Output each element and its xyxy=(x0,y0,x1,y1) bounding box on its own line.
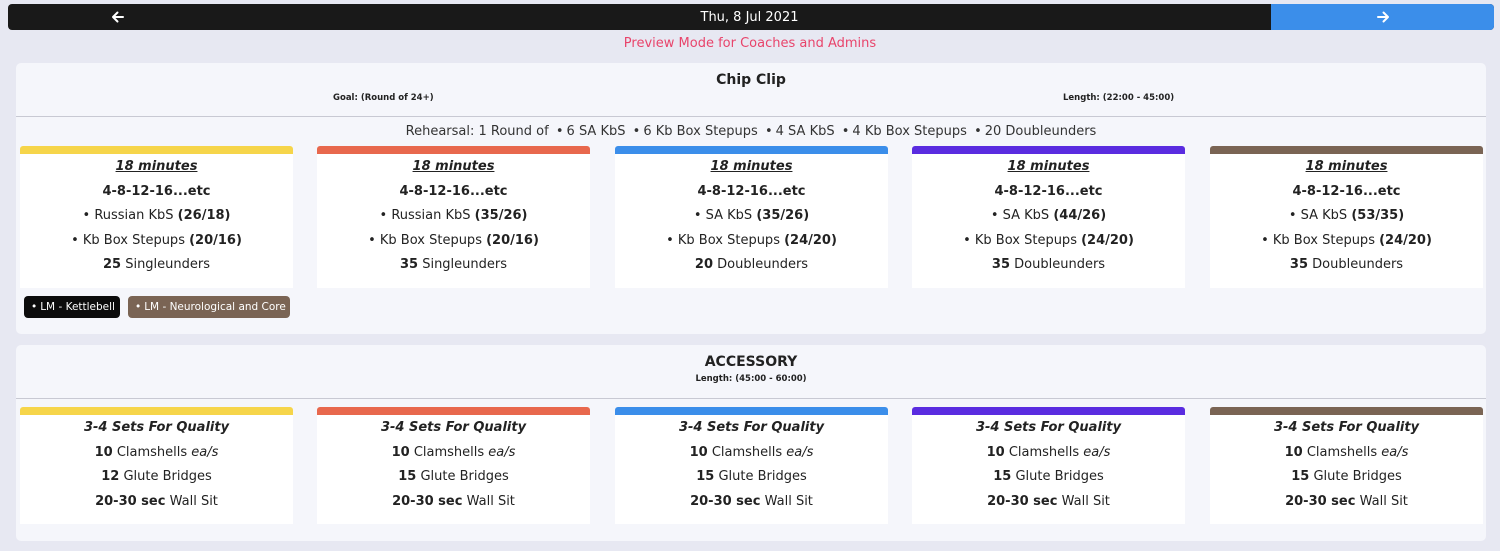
card-movement-1: • SA KbS (53/35) xyxy=(1288,208,1405,223)
card-movement-1: 10 Clamshells ea/s xyxy=(94,444,219,460)
workout-card-level-5: 18 minutes 4-8-12-16...etc • SA KbS (53/… xyxy=(1210,146,1483,288)
section-divider xyxy=(16,398,1486,399)
card-title: 3-4 Sets For Quality xyxy=(678,420,825,435)
card-scheme: 4-8-12-16...etc xyxy=(994,183,1103,199)
card-movement-2: 15 Glute Bridges xyxy=(398,469,509,484)
bullet: • xyxy=(764,124,773,139)
card-movement-1: 10 Clamshells ea/s xyxy=(689,444,814,460)
bullet: • xyxy=(974,124,982,139)
rehearsal-movement: SA KbS xyxy=(788,124,835,139)
card-movement-2: • Kb Box Stepups (24/20) xyxy=(963,232,1134,248)
card-title: 3-4 Sets For Quality xyxy=(975,420,1122,435)
card-movement-3: 35 Doubleunders xyxy=(991,257,1106,272)
rehearsal-line: Rehearsal: 1 Round of • 6 SA KbS • 6 Kb Bo… xyxy=(16,124,1486,139)
card-title: 3-4 Sets For Quality xyxy=(1273,420,1420,435)
section-title: ACCESSORY xyxy=(704,354,798,370)
card-movement-3: 20-30 sec Wall Sit xyxy=(690,493,813,509)
card-movement-1: • Russian KbS (35/26) xyxy=(379,208,528,223)
card-scheme: 4-8-12-16...etc xyxy=(399,183,508,199)
previous-day-button[interactable] xyxy=(8,4,228,30)
workout-card-level-4: 18 minutes 4-8-12-16...etc • SA KbS (44/… xyxy=(912,146,1185,288)
tag-lm-neurological-core[interactable]: • LM - Neurological and Core xyxy=(128,296,290,318)
accessory-card-level-4: 3-4 Sets For Quality 10 Clamshells ea/s … xyxy=(912,407,1185,524)
card-scheme: 4-8-12-16...etc xyxy=(102,183,211,199)
workout-card-level-3: 18 minutes 4-8-12-16...etc • SA KbS (35/… xyxy=(615,146,888,288)
arrow-left-icon xyxy=(111,10,125,24)
accessory-card-level-1: 3-4 Sets For Quality 10 Clamshells ea/s … xyxy=(20,407,293,524)
rehearsal-movement: SA KbS xyxy=(578,124,626,139)
workout-card-level-2: 18 minutes 4-8-12-16...etc • Russian KbS… xyxy=(317,146,590,288)
card-movement-1: • SA KbS (35/26) xyxy=(693,208,810,223)
accessory-card-level-3: 3-4 Sets For Quality 10 Clamshells ea/s … xyxy=(615,407,888,524)
rehearsal-reps: 4 xyxy=(775,124,784,139)
card-scheme: 4-8-12-16...etc xyxy=(1292,183,1401,199)
rehearsal-reps: 4 xyxy=(852,124,861,139)
card-movement-3: 20-30 sec Wall Sit xyxy=(392,493,515,509)
card-duration: 18 minutes xyxy=(1007,159,1090,174)
card-title: 3-4 Sets For Quality xyxy=(380,420,527,435)
card-movement-3: 20-30 sec Wall Sit xyxy=(1285,493,1408,509)
card-movement-3: 20 Doubleunders xyxy=(694,257,809,272)
section-goal: Goal: (Round of 24+) xyxy=(333,93,434,103)
rehearsal-movement: Doubleunders xyxy=(1005,124,1097,139)
bullet: • xyxy=(555,124,564,139)
card-movement-2: 15 Glute Bridges xyxy=(993,469,1104,484)
card-movement-3: 25 Singleunders xyxy=(102,257,211,272)
tag-label: LM - Neurological and Core xyxy=(144,301,286,313)
card-movement-3: 35 Doubleunders xyxy=(1289,257,1404,272)
card-duration: 18 minutes xyxy=(1305,159,1388,174)
section-length: Length: (45:00 - 60:00) xyxy=(695,374,807,384)
card-title: 3-4 Sets For Quality xyxy=(83,420,230,435)
accessory-card-level-2: 3-4 Sets For Quality 10 Clamshells ea/s … xyxy=(317,407,590,524)
rehearsal-movement: Kb Box Stepups xyxy=(864,124,967,139)
card-movement-1: 10 Clamshells ea/s xyxy=(1284,444,1409,460)
accessory-card-level-5: 3-4 Sets For Quality 10 Clamshells ea/s … xyxy=(1210,407,1483,524)
card-movement-2: 12 Glute Bridges xyxy=(101,469,212,484)
workout-section-accessory: ACCESSORY Length: (45:00 - 60:00) 3-4 Se… xyxy=(16,345,1486,541)
card-duration: 18 minutes xyxy=(412,159,495,174)
preview-mode-notice: Preview Mode for Coaches and Admins xyxy=(623,36,877,51)
workout-section-chip-clip: Chip Clip Goal: (Round of 24+) Length: (… xyxy=(16,63,1486,334)
card-duration: 18 minutes xyxy=(710,159,793,174)
section-title: Chip Clip xyxy=(716,72,786,88)
workout-card-level-1: 18 minutes 4-8-12-16...etc • Russian KbS… xyxy=(20,146,293,288)
section-length: Length: (22:00 - 45:00) xyxy=(1063,93,1175,103)
card-scheme: 4-8-12-16...etc xyxy=(697,183,806,199)
card-movement-1: • Russian KbS (26/18) xyxy=(82,208,231,223)
card-movement-1: 10 Clamshells ea/s xyxy=(391,444,516,460)
card-movement-3: 35 Singleunders xyxy=(399,257,508,272)
tag-label: LM - Kettlebell xyxy=(40,301,115,313)
rehearsal-reps: 20 xyxy=(984,124,1002,139)
rehearsal-reps: 6 xyxy=(643,124,652,139)
current-date: Thu, 8 Jul 2021 xyxy=(700,9,799,25)
card-movement-2: • Kb Box Stepups (24/20) xyxy=(1261,232,1432,248)
card-movement-2: • Kb Box Stepups (20/16) xyxy=(71,232,242,248)
rehearsal-reps: 6 xyxy=(566,124,575,139)
card-movement-2: • Kb Box Stepups (20/16) xyxy=(368,232,539,248)
card-movement-3: 20-30 sec Wall Sit xyxy=(987,493,1110,509)
card-movement-3: 20-30 sec Wall Sit xyxy=(95,493,218,509)
card-movement-1: • SA KbS (44/26) xyxy=(990,208,1107,223)
bullet: • xyxy=(841,124,850,139)
bullet: • xyxy=(632,124,641,139)
card-movement-1: 10 Clamshells ea/s xyxy=(986,444,1111,460)
rehearsal-movement: Kb Box Stepups xyxy=(655,124,758,139)
arrow-right-icon xyxy=(1376,10,1390,24)
rehearsal-prefix: Rehearsal: 1 Round of xyxy=(405,124,549,139)
card-movement-2: 15 Glute Bridges xyxy=(1291,469,1402,484)
next-day-button[interactable] xyxy=(1271,4,1494,30)
section-divider xyxy=(16,116,1486,117)
tag-lm-kettlebell[interactable]: • LM - Kettlebell xyxy=(24,296,120,318)
card-movement-2: • Kb Box Stepups (24/20) xyxy=(666,232,837,248)
card-duration: 18 minutes xyxy=(115,159,198,174)
date-nav-bar: Thu, 8 Jul 2021 xyxy=(8,4,1494,30)
card-movement-2: 15 Glute Bridges xyxy=(696,469,807,484)
